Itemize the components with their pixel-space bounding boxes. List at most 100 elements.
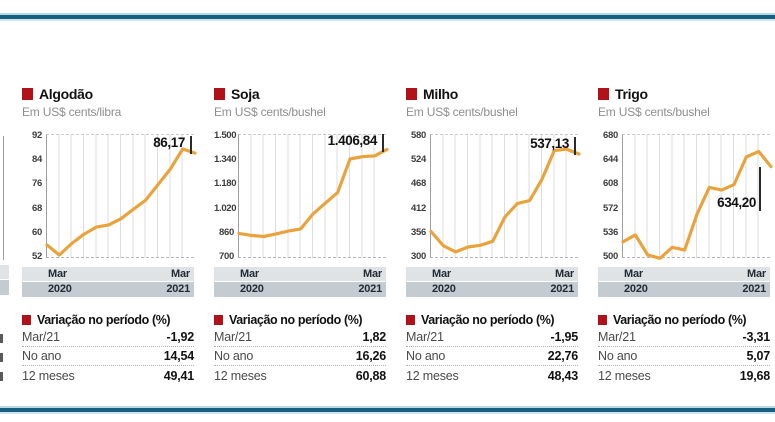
row-value: 48,43 bbox=[547, 368, 578, 383]
last-value-label: 86,17 bbox=[153, 135, 185, 151]
panel-header: Soja bbox=[214, 86, 386, 102]
cropped-text-fragment bbox=[0, 372, 3, 381]
y-tick: 52 bbox=[32, 250, 42, 262]
row-label: Mar/21 bbox=[598, 330, 636, 344]
row-label: No ano bbox=[406, 349, 446, 363]
row-value: 49,41 bbox=[163, 368, 194, 383]
table-row: 12 meses 19,68 bbox=[598, 366, 770, 385]
row-label: No ano bbox=[22, 349, 62, 363]
x-tick-left-year: 2020 bbox=[432, 283, 456, 295]
x-tick-right-year: 2021 bbox=[550, 283, 574, 295]
x-axis-month-row: Mar Mar bbox=[406, 267, 578, 281]
bullet-square-icon bbox=[22, 315, 31, 325]
x-tick-left-year: 2020 bbox=[624, 283, 648, 295]
y-tick: 68 bbox=[32, 202, 42, 214]
x-axis-month-row: Mar Mar bbox=[214, 267, 386, 281]
variation-title: Variação no período (%) bbox=[613, 313, 747, 327]
plot-area: 86,17 bbox=[45, 134, 197, 258]
last-value-label: 1.406,84 bbox=[327, 133, 378, 148]
plot-area: 1.406,84 bbox=[237, 133, 389, 258]
y-tick: 92 bbox=[32, 130, 42, 141]
table-row: Mar/21 -1,95 bbox=[406, 328, 578, 347]
variation-title: Variação no período (%) bbox=[37, 313, 171, 327]
bullet-square-icon bbox=[214, 88, 225, 100]
price-line-chart bbox=[621, 149, 773, 260]
x-axis-band: Mar Mar 2020 2021 bbox=[22, 267, 194, 297]
row-value: 14,54 bbox=[163, 349, 194, 363]
y-tick: 536 bbox=[603, 226, 618, 238]
price-line bbox=[45, 147, 197, 257]
variation-header: Variação no período (%) bbox=[406, 312, 578, 328]
table-row: 12 meses 49,41 bbox=[22, 366, 194, 385]
table-row: Mar/21 -1,92 bbox=[22, 328, 194, 347]
chart-area: 92 84 76 68 60 52 86,17 bbox=[22, 130, 197, 262]
y-tick: 524 bbox=[411, 154, 426, 166]
y-tick: 680 bbox=[603, 130, 618, 141]
table-row: No ano 22,76 bbox=[406, 347, 578, 366]
table-row: No ano 16,26 bbox=[214, 347, 386, 366]
row-value: -1,92 bbox=[166, 330, 195, 344]
price-line bbox=[429, 147, 581, 254]
endpoint-marker bbox=[574, 137, 576, 155]
chart-area: 580 524 468 412 356 300 537,13 bbox=[406, 130, 581, 262]
row-value: -3,31 bbox=[742, 330, 771, 344]
x-tick-right-month: Mar bbox=[555, 268, 574, 280]
row-label: Mar/21 bbox=[214, 330, 252, 344]
row-label: 12 meses bbox=[214, 368, 267, 383]
row-label: Mar/21 bbox=[406, 330, 444, 344]
chart-title: Algodão bbox=[39, 86, 93, 102]
variation-table: Variação no período (%) Mar/21 -1,95 No … bbox=[406, 312, 578, 385]
table-row: Mar/21 -3,31 bbox=[598, 328, 770, 347]
y-tick: 412 bbox=[411, 202, 426, 214]
bullet-square-icon bbox=[214, 315, 223, 325]
y-tick: 644 bbox=[603, 154, 618, 166]
last-value-label: 537,13 bbox=[530, 136, 569, 151]
y-tick: 608 bbox=[603, 178, 618, 190]
plot-area: 537,13 bbox=[429, 134, 581, 258]
x-axis-band: Mar Mar 2020 2021 bbox=[214, 267, 386, 297]
price-line-chart bbox=[45, 147, 197, 257]
y-tick: 468 bbox=[411, 178, 426, 190]
cropped-axis-line bbox=[3, 136, 4, 260]
endpoint-marker bbox=[759, 166, 761, 211]
top-divider-rule bbox=[0, 13, 775, 21]
y-tick: 1.180 bbox=[214, 178, 237, 190]
table-row: No ano 5,07 bbox=[598, 347, 770, 366]
cropped-text-fragment bbox=[0, 353, 3, 362]
panel-header: Trigo bbox=[598, 86, 770, 102]
y-tick: 700 bbox=[219, 250, 234, 262]
table-row: No ano 14,54 bbox=[22, 347, 194, 366]
y-tick: 860 bbox=[219, 226, 234, 238]
plot-area: 634,20 bbox=[621, 134, 773, 260]
row-value: -1,95 bbox=[550, 330, 579, 344]
price-line-chart bbox=[237, 147, 389, 239]
endpoint-marker bbox=[382, 134, 384, 152]
last-value-label: 634,20 bbox=[717, 194, 756, 210]
y-tick: 1.340 bbox=[214, 154, 237, 166]
y-tick: 356 bbox=[411, 226, 426, 238]
row-label: 12 meses bbox=[22, 368, 75, 383]
x-tick-left-month: Mar bbox=[48, 268, 67, 280]
price-line bbox=[621, 149, 773, 260]
x-axis-year-row: 2020 2021 bbox=[22, 282, 194, 297]
y-tick: 60 bbox=[32, 226, 42, 238]
chart-unit-label: Em US$ cents/libra bbox=[22, 105, 122, 119]
x-tick-right-month: Mar bbox=[363, 268, 382, 280]
x-tick-left-month: Mar bbox=[432, 268, 451, 280]
row-value: 60,88 bbox=[355, 368, 386, 383]
x-axis-month-row: Mar Mar bbox=[598, 267, 770, 281]
x-axis-year-row: 2020 2021 bbox=[598, 282, 770, 297]
bottom-divider-rule bbox=[0, 406, 775, 414]
x-tick-left-month: Mar bbox=[240, 268, 259, 280]
variation-header: Variação no período (%) bbox=[22, 312, 194, 328]
chart-title: Soja bbox=[231, 86, 260, 102]
variation-table: Variação no período (%) Mar/21 1,82 No a… bbox=[214, 312, 386, 385]
table-row: 12 meses 60,88 bbox=[214, 366, 386, 385]
cropped-year-band bbox=[0, 280, 9, 295]
row-label: Mar/21 bbox=[22, 330, 60, 344]
y-tick: 500 bbox=[603, 250, 618, 262]
variation-header: Variação no período (%) bbox=[214, 312, 386, 328]
x-tick-left-year: 2020 bbox=[240, 283, 264, 295]
y-tick: 84 bbox=[32, 154, 42, 166]
x-axis-month-row: Mar Mar bbox=[22, 267, 194, 281]
